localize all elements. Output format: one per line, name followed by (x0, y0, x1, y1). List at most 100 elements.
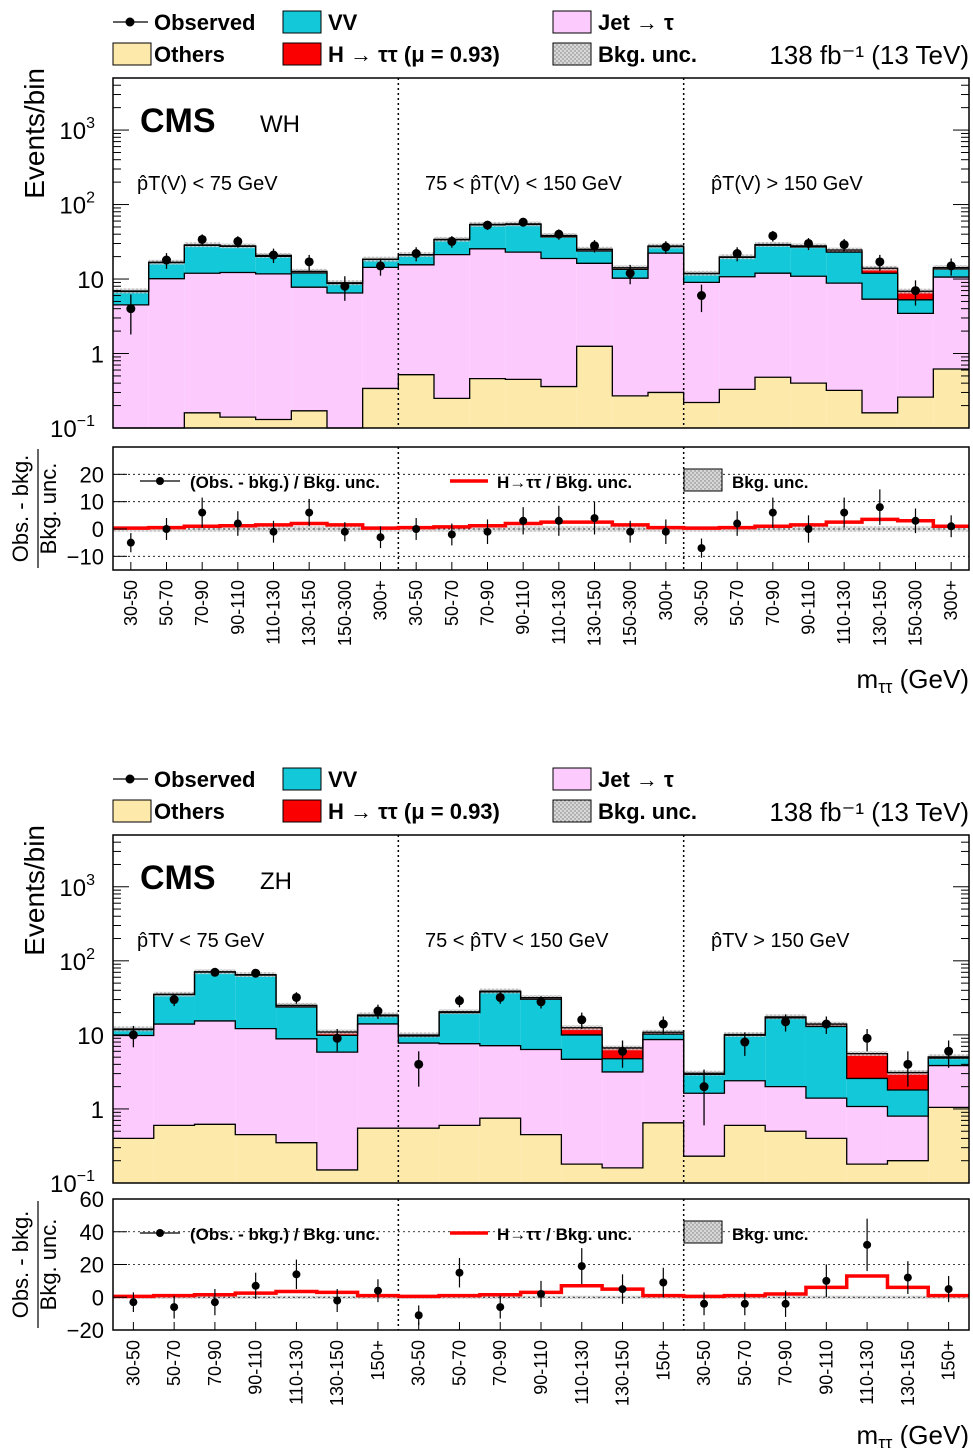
y-tick-label: 103 (59, 872, 95, 902)
observed-point (162, 256, 171, 265)
ratio-point (698, 544, 706, 552)
ratio-point (519, 517, 527, 525)
others-bar (184, 413, 220, 428)
ratio-legend-unc-label: Bkg. unc. (732, 473, 809, 492)
y-tick-label: 1 (91, 342, 104, 369)
x-tick-label: 110-130 (286, 1340, 306, 1405)
observed-point (455, 996, 464, 1005)
ratio-point (659, 1279, 667, 1287)
jet-bar (256, 274, 292, 420)
ratio-point (863, 1241, 871, 1249)
x-axis-title: mττ (GeV) (857, 664, 969, 697)
x-tick-label: 30-50 (406, 580, 426, 626)
y-tick-label: 103 (59, 115, 95, 145)
jet-bar (847, 1106, 888, 1164)
observed-point (618, 1047, 627, 1056)
ratio-point (662, 528, 670, 536)
observed-point (768, 231, 777, 240)
legend-others-swatch (113, 43, 151, 65)
legend-bkg-unc-swatch (553, 43, 591, 65)
vv-bar (755, 245, 791, 273)
ratio-point (741, 1300, 749, 1308)
y-tick-exponent: 3 (86, 115, 95, 132)
ratio-point (412, 525, 420, 533)
x-tick-label: 70-90 (763, 580, 783, 626)
jet-bar (317, 1052, 358, 1170)
jet-bar (791, 276, 827, 383)
ratio-point (805, 525, 813, 533)
x-axis-title-sub: ττ (878, 1433, 892, 1448)
ratio-point (700, 1300, 708, 1308)
ratio-legend-unc-swatch (684, 1221, 722, 1243)
x-axis-title-m: m (857, 664, 879, 694)
region-label: p̂TV > 150 GeV (711, 930, 850, 952)
jet-bar (327, 293, 363, 428)
others-bar (755, 377, 791, 428)
others-bar (928, 1107, 969, 1183)
observed-point (577, 1015, 586, 1024)
x-tick-label: 300+ (656, 580, 676, 621)
x-tick-label: 150+ (653, 1340, 673, 1381)
jet-bar (541, 259, 577, 387)
observed-point (269, 251, 278, 260)
observed-point (251, 969, 260, 978)
vv-bar (887, 1090, 928, 1116)
x-tick-label: 110-130 (857, 1340, 877, 1405)
vv-bar (577, 251, 613, 263)
x-tick-label: 90-110 (513, 580, 533, 635)
channel-label: ZH (260, 868, 292, 895)
legend-higgs-label: H → ττ (μ = 0.93) (328, 799, 500, 824)
others-bar (765, 1131, 806, 1183)
x-tick-label: 90-110 (246, 1340, 266, 1395)
legend-higgs-label: H → ττ (μ = 0.93) (328, 42, 500, 67)
jet-bar (220, 272, 256, 417)
jet-bar (755, 273, 791, 377)
jet-bar (363, 267, 399, 388)
x-tick-label: 50-70 (735, 1340, 755, 1386)
x-tick-label: 70-90 (205, 1340, 225, 1386)
jet-bar (612, 278, 648, 396)
region-label: p̂TV < 75 GeV (137, 930, 265, 952)
x-tick-label: 70-90 (776, 1340, 796, 1386)
observed-point (875, 257, 884, 266)
jet-bar (724, 1081, 765, 1126)
others-bar (398, 375, 434, 428)
observed-point (840, 240, 849, 249)
ratio-point (211, 1298, 219, 1306)
others-bar (235, 1135, 276, 1183)
observed-point (496, 993, 505, 1002)
ratio-point (945, 1285, 953, 1293)
x-tick-label: 150+ (939, 1340, 959, 1381)
others-bar (887, 1161, 928, 1183)
x-tick-label: 130-150 (613, 1340, 633, 1406)
ratio-y-title-bottom: Bkg. unc. (36, 1219, 61, 1311)
region-label: p̂T(V) < 75 GeV (137, 173, 278, 195)
ratio-point (374, 1287, 382, 1295)
y-tick-label: 10 (77, 1023, 104, 1050)
observed-point (292, 993, 301, 1002)
ratio-point (341, 528, 349, 536)
legend-jet-swatch (553, 768, 591, 790)
ratio-point (129, 1298, 137, 1306)
ratio-point (292, 1270, 300, 1278)
others-bar (577, 346, 613, 428)
ratio-point (496, 1303, 504, 1311)
x-axis-title-sub: ττ (878, 677, 892, 697)
ratio-point (377, 533, 385, 541)
observed-point (659, 1020, 668, 1029)
x-tick-label: 70-90 (478, 580, 498, 626)
ratio-point (555, 517, 563, 525)
jet-bar (561, 1059, 602, 1164)
x-tick-label: 50-70 (727, 580, 747, 626)
ratio-point (252, 1282, 260, 1290)
ratio-legend-sig-label: H→ττ / Bkg. unc. (497, 473, 632, 492)
legend-others-label: Others (154, 42, 225, 67)
x-tick-label: 90-110 (228, 580, 248, 635)
others-bar (220, 417, 256, 428)
y-tick-exponent: −1 (77, 413, 95, 430)
y-tick-exponent: −1 (77, 1168, 95, 1185)
region-label: 75 < p̂TV < 150 GeV (425, 930, 609, 952)
ratio-point (270, 528, 278, 536)
